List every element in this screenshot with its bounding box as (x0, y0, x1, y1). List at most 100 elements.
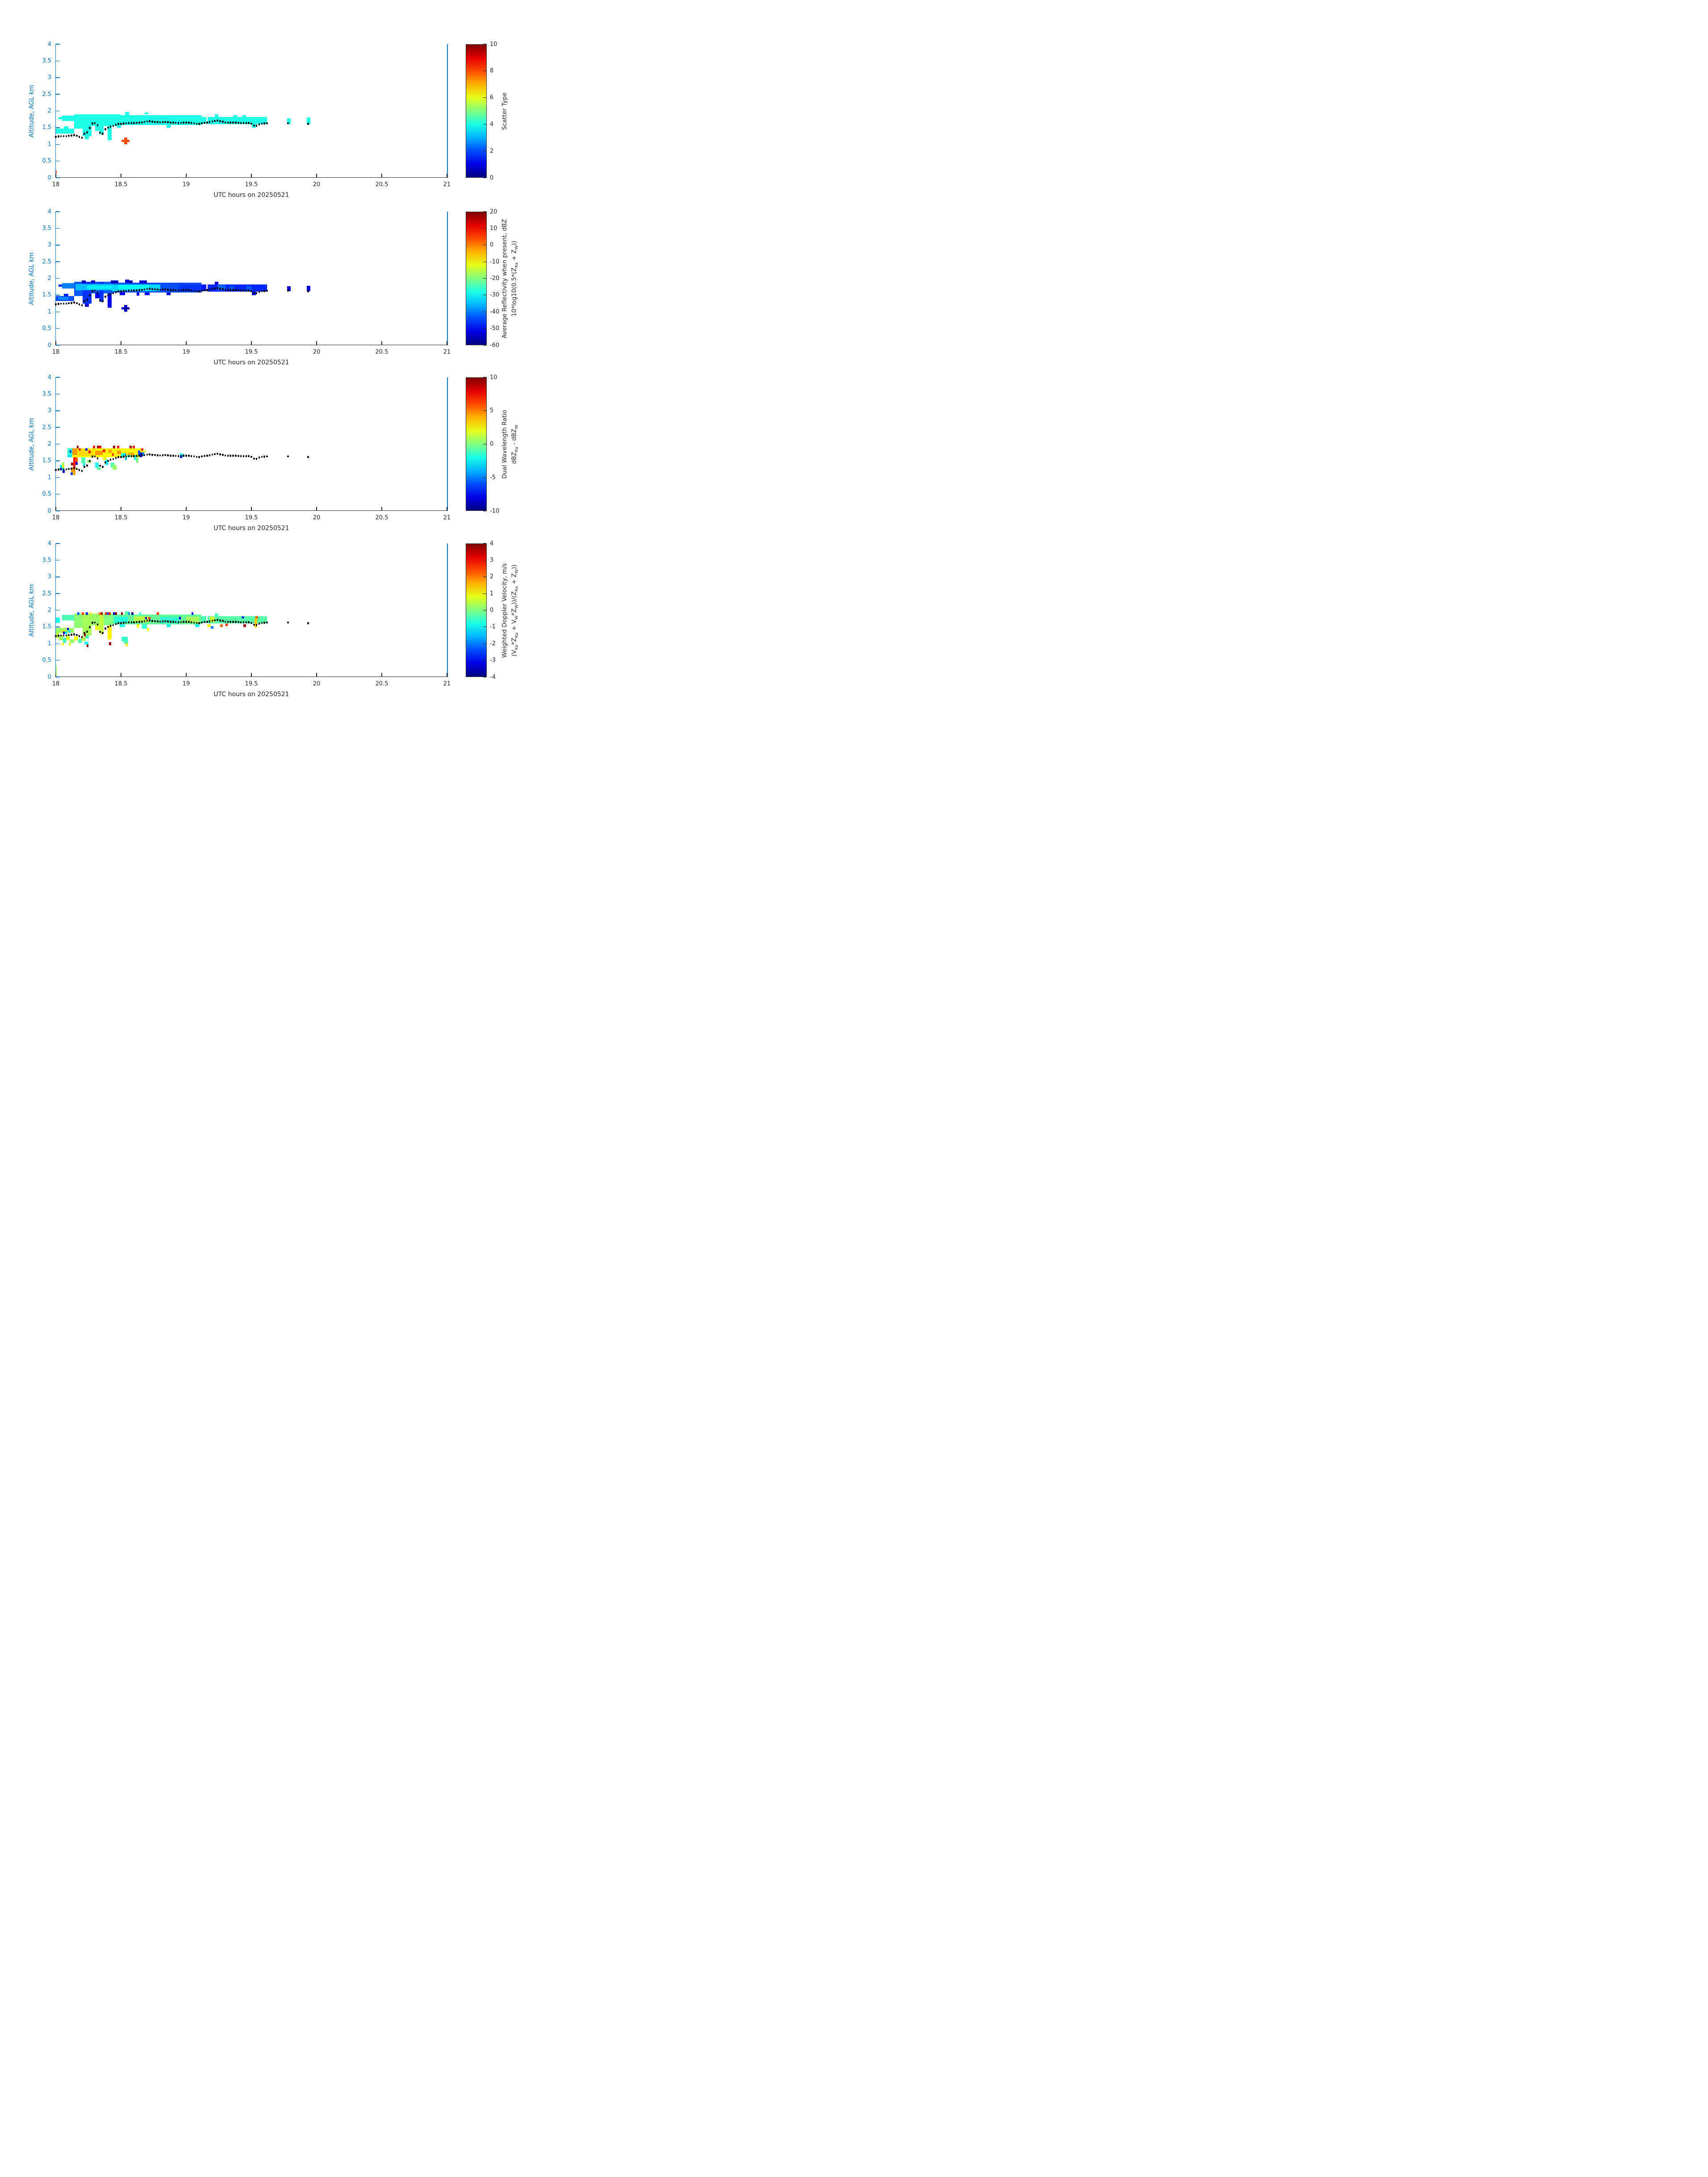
first-echo-dot (253, 124, 255, 127)
first-echo-dot (214, 453, 216, 455)
first-echo-dot (217, 287, 218, 289)
y-tick (56, 393, 60, 395)
first-echo-dot (63, 302, 65, 305)
first-echo-dot (211, 288, 213, 290)
heatmap-cell (71, 462, 74, 465)
first-echo-dot (78, 303, 80, 305)
first-echo-dot (94, 289, 96, 292)
heatmap-cell (120, 624, 125, 627)
x-tick (251, 341, 252, 345)
first-echo-dot (151, 454, 153, 456)
heatmap-cell (214, 613, 219, 616)
heatmap-cell (91, 280, 95, 284)
first-echo-dot (172, 621, 174, 623)
first-echo-dot (190, 289, 192, 292)
first-echo-dot (235, 121, 237, 124)
x-tick-label: 21 (443, 681, 451, 687)
first-echo-dot (230, 121, 232, 124)
first-echo-dot (175, 289, 177, 292)
heatmap-cell (72, 448, 78, 455)
y-axis-label: Altitude, AGL km (28, 252, 35, 305)
x-tick-label: 18 (52, 349, 60, 355)
first-echo-dot (251, 455, 252, 458)
x-tick (186, 174, 187, 178)
heatmap-cell (115, 612, 117, 615)
heatmap-cell (59, 464, 62, 468)
first-echo-dot (172, 289, 174, 291)
heatmap-cell (201, 117, 207, 124)
x-tick-label: 20 (313, 349, 321, 355)
heatmap-cell (195, 624, 200, 627)
first-echo-dot (96, 457, 99, 460)
first-echo-dot (183, 121, 184, 124)
heatmap-cell (113, 465, 117, 470)
first-echo-dot (287, 621, 289, 624)
heatmap-cell (82, 114, 92, 136)
heatmap-cell (147, 628, 149, 631)
heatmap-cell (62, 115, 74, 121)
first-echo-dot (164, 620, 167, 623)
first-echo-dot (201, 289, 203, 292)
first-echo-dot (287, 122, 289, 125)
heatmap-cell (255, 618, 258, 628)
y-tick-label: 3 (47, 74, 51, 81)
first-echo-dot (65, 468, 67, 471)
colorbar-label-line1: Dual Wavelength Ratio (501, 409, 508, 479)
first-echo-dot (162, 121, 164, 123)
heatmap-cell (129, 446, 132, 448)
heatmap-cell (220, 624, 223, 627)
colorbar-tick-label: 0 (490, 441, 494, 447)
x-tick-label: 19.5 (245, 514, 258, 521)
heatmap-cell (108, 449, 112, 454)
first-echo-dot (245, 122, 247, 124)
heatmap-cell (85, 448, 88, 451)
first-echo-dot (235, 455, 237, 457)
x-tick-label: 18.5 (114, 181, 128, 188)
first-echo-dot (242, 122, 245, 125)
y-tick-label: 2.5 (42, 258, 51, 265)
heatmap-cell (61, 630, 67, 633)
x-tick-label: 21 (443, 349, 451, 355)
heatmap-cell (209, 617, 215, 623)
heatmap-cell (84, 641, 88, 644)
heatmap-cell (65, 631, 67, 635)
y-tick-label: 1.5 (42, 457, 51, 464)
colorbar-tick-label: 10 (490, 41, 497, 48)
y-tick-label: 1.5 (42, 124, 51, 131)
first-echo-dot (204, 289, 205, 292)
colorbar-tick-label: 4 (490, 121, 494, 128)
colorbar-tick (483, 211, 486, 212)
heatmap-cell (129, 280, 133, 284)
first-echo-dot (230, 289, 232, 291)
colorbar (466, 44, 487, 178)
first-echo-dot (159, 121, 161, 124)
heatmap-cell (246, 285, 251, 291)
heatmap-cell (167, 292, 171, 295)
heatmap-cell (108, 126, 112, 140)
colorbar-tick-label: -50 (490, 325, 500, 332)
first-echo-dot (141, 121, 143, 124)
colorbar-label-line1: Average Reflectivity when present, dBZ (501, 218, 508, 338)
heatmap-cell (117, 125, 121, 128)
heatmap-cell (73, 457, 76, 468)
x-tick-label: 20 (313, 681, 321, 687)
first-echo-dot (117, 123, 119, 125)
first-echo-dot (266, 455, 268, 458)
first-echo-dot (130, 122, 133, 124)
first-echo-dot (221, 288, 224, 291)
x-tick (251, 507, 252, 511)
first-echo-dot (188, 621, 190, 623)
heatmap-cell (125, 457, 127, 460)
first-echo-dot (94, 455, 96, 458)
first-echo-dot (185, 620, 187, 623)
first-echo-dot (149, 288, 151, 290)
first-echo-dot (201, 455, 203, 458)
heatmap-cell (201, 616, 207, 623)
x-tick (316, 673, 317, 677)
first-echo-dot (159, 620, 161, 623)
first-echo-dot (143, 121, 146, 123)
heatmap-cell (63, 294, 68, 296)
first-echo-dot (130, 289, 133, 292)
first-echo-dot (112, 458, 114, 460)
first-echo-dot (156, 288, 159, 291)
